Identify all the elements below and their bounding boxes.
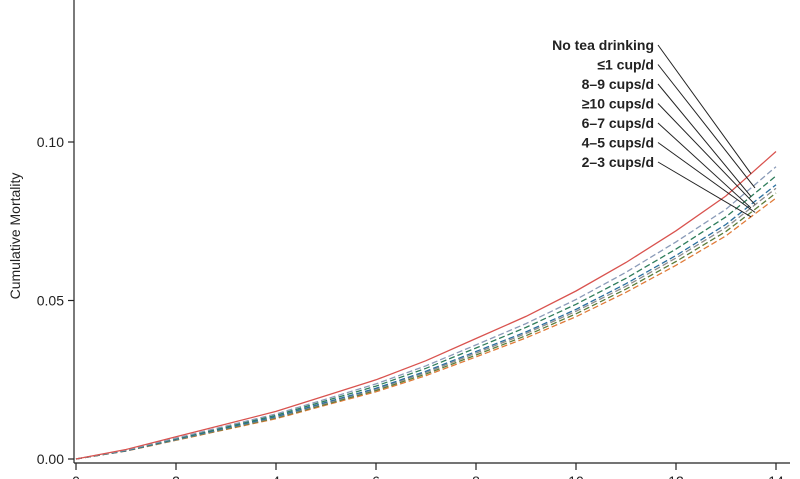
legend-leader-line [657,44,752,174]
legend-label: ≤1 cup/d [597,57,654,73]
y-tick-label: 0.00 [37,451,64,467]
y-tick-label: 0.10 [37,134,64,150]
legend-leader-line [657,142,756,213]
x-tick-label: 14 [768,473,784,479]
series-line [75,151,777,460]
legend-label: 6–7 cups/d [582,115,654,131]
legend-label: 2–3 cups/d [582,154,654,170]
series-line [75,192,777,460]
legend-leader-line [657,122,752,209]
series-line [75,187,777,460]
legend-leader-line [657,161,752,218]
x-tick-label: 12 [668,473,684,479]
series-line [75,184,777,460]
x-tick-label: 4 [272,473,280,479]
axes: 0.00 0.05 0.10 0 2 4 6 8 10 12 14 [37,0,790,479]
legend-label: ≥10 cups/d [582,96,654,112]
x-tick-label: 2 [172,473,180,479]
series-lines [75,151,777,460]
series-line [75,197,777,460]
series-line [75,175,777,460]
legend-label: 8–9 cups/d [582,76,654,92]
legend-leader-line [657,83,752,197]
x-tick-label: 0 [72,473,80,479]
series-line [75,166,777,460]
y-tick-label: 0.05 [37,293,64,309]
x-tick-label: 10 [568,473,584,479]
legend-leader-line [657,64,756,189]
legend-leader-line [657,103,756,205]
legend-label: 4–5 cups/d [582,135,654,151]
x-tick-label: 6 [372,473,380,479]
legend-label: No tea drinking [552,37,654,53]
legend: No tea drinking ≤1 cup/d 8–9 cups/d ≥10 cup… [552,37,756,218]
y-axis-title: Cumulative Mortality [7,173,23,300]
x-tick-label: 8 [472,473,480,479]
